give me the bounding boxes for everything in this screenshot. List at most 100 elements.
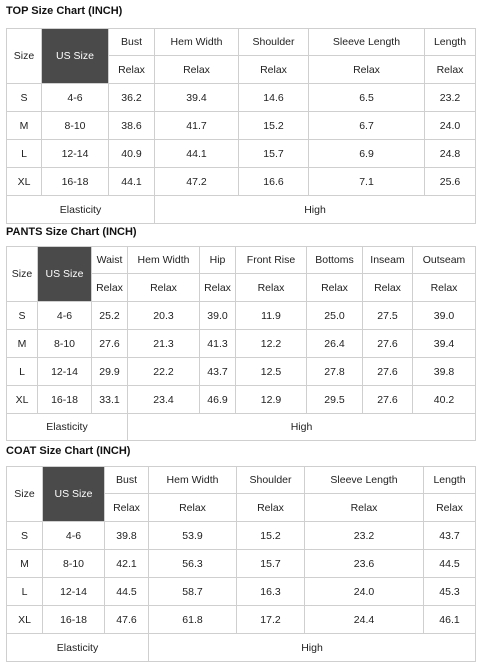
fit-subheader: Relax [104,493,149,522]
table-row: M 8-10 42.1 56.3 15.7 23.6 44.5 [6,549,476,578]
fit-subheader: Relax [424,55,476,84]
elasticity-label: Elasticity [6,413,128,441]
table-row: XL 16-18 33.1 23.4 46.9 12.9 29.5 27.6 4… [6,385,476,414]
fit-subheader: Relax [127,273,200,302]
table-row: S 4-6 25.2 20.3 39.0 11.9 25.0 27.5 39.0 [6,301,476,330]
value-cell: 12.2 [235,329,307,358]
pants-size-table: Size US Size Waist Hem Width Hip Front R… [6,246,476,441]
value-cell: 40.2 [412,385,476,414]
fit-subheader: Relax [423,493,476,522]
value-cell: 15.2 [236,521,305,550]
fit-subheader: Relax [412,273,476,302]
value-cell: 41.3 [199,329,236,358]
value-cell: 44.5 [104,577,149,606]
coat-size-table: Size US Size Bust Hem Width Shoulder Sle… [6,466,476,662]
value-cell: 45.3 [423,577,476,606]
column-header: Length [423,466,476,494]
value-cell: 6.9 [308,139,425,168]
size-cell: S [6,521,43,550]
value-cell: 43.7 [423,521,476,550]
value-cell: 26.4 [306,329,363,358]
fit-subheader: Relax [362,273,413,302]
value-cell: 15.7 [236,549,305,578]
size-cell: S [6,301,38,330]
us-size-cell: 16-18 [42,605,105,634]
us-size-header: US Size [42,466,105,522]
fit-subheader: Relax [306,273,363,302]
value-cell: 39.0 [412,301,476,330]
value-cell: 33.1 [91,385,128,414]
us-size-cell: 12-14 [37,357,92,386]
size-cell: L [6,577,43,606]
column-header: Hem Width [148,466,237,494]
value-cell: 41.7 [154,111,239,140]
us-size-cell: 8-10 [42,549,105,578]
value-cell: 47.2 [154,167,239,196]
column-header: Front Rise [235,246,307,274]
value-cell: 43.7 [199,357,236,386]
value-cell: 58.7 [148,577,237,606]
fit-subheader: Relax [91,273,128,302]
us-size-header: US Size [37,246,92,302]
value-cell: 24.4 [304,605,424,634]
value-cell: 24.0 [424,111,476,140]
value-cell: 39.8 [104,521,149,550]
top-chart-title: TOP Size Chart (INCH) [6,5,123,17]
column-header: Bottoms [306,246,363,274]
value-cell: 27.6 [362,357,413,386]
value-cell: 39.0 [199,301,236,330]
value-cell: 39.8 [412,357,476,386]
top-size-table: Size US Size Bust Hem Width Shoulder Sle… [6,28,476,224]
fit-subheader: Relax [148,493,237,522]
value-cell: 16.3 [236,577,305,606]
fit-subheader: Relax [199,273,236,302]
value-cell: 11.9 [235,301,307,330]
value-cell: 29.9 [91,357,128,386]
size-cell: S [6,83,42,112]
table-row: M 8-10 27.6 21.3 41.3 12.2 26.4 27.6 39.… [6,329,476,358]
elasticity-row: Elasticity High [6,195,476,224]
elasticity-label: Elasticity [6,633,149,662]
us-size-cell: 16-18 [37,385,92,414]
value-cell: 7.1 [308,167,425,196]
column-header: Shoulder [238,28,309,56]
value-cell: 46.1 [423,605,476,634]
value-cell: 15.7 [238,139,309,168]
fit-subheader: Relax [108,55,155,84]
column-header: Length [424,28,476,56]
elasticity-row: Elasticity High [6,633,476,662]
value-cell: 23.2 [304,521,424,550]
column-header: Outseam [412,246,476,274]
value-cell: 38.6 [108,111,155,140]
value-cell: 47.6 [104,605,149,634]
elasticity-value: High [154,195,476,224]
value-cell: 44.5 [423,549,476,578]
value-cell: 21.3 [127,329,200,358]
fit-subheader: Relax [304,493,424,522]
table-row: S 4-6 39.8 53.9 15.2 23.2 43.7 [6,521,476,550]
size-cell: M [6,111,42,140]
size-cell: XL [6,385,38,414]
column-header: Hem Width [154,28,239,56]
fit-subheader: Relax [308,55,425,84]
value-cell: 25.2 [91,301,128,330]
value-cell: 36.2 [108,83,155,112]
us-size-cell: 16-18 [41,167,109,196]
table-row: XL 16-18 47.6 61.8 17.2 24.4 46.1 [6,605,476,634]
value-cell: 12.9 [235,385,307,414]
column-header: Bust [104,466,149,494]
us-size-cell: 4-6 [37,301,92,330]
table-row: S 4-6 36.2 39.4 14.6 6.5 23.2 [6,83,476,112]
table-row: L 12-14 40.9 44.1 15.7 6.9 24.8 [6,139,476,168]
us-size-header: US Size [41,28,109,84]
elasticity-value: High [127,413,476,441]
value-cell: 16.6 [238,167,309,196]
value-cell: 24.8 [424,139,476,168]
elasticity-label: Elasticity [6,195,155,224]
us-size-cell: 8-10 [37,329,92,358]
value-cell: 6.7 [308,111,425,140]
value-cell: 44.1 [108,167,155,196]
value-cell: 40.9 [108,139,155,168]
value-cell: 22.2 [127,357,200,386]
